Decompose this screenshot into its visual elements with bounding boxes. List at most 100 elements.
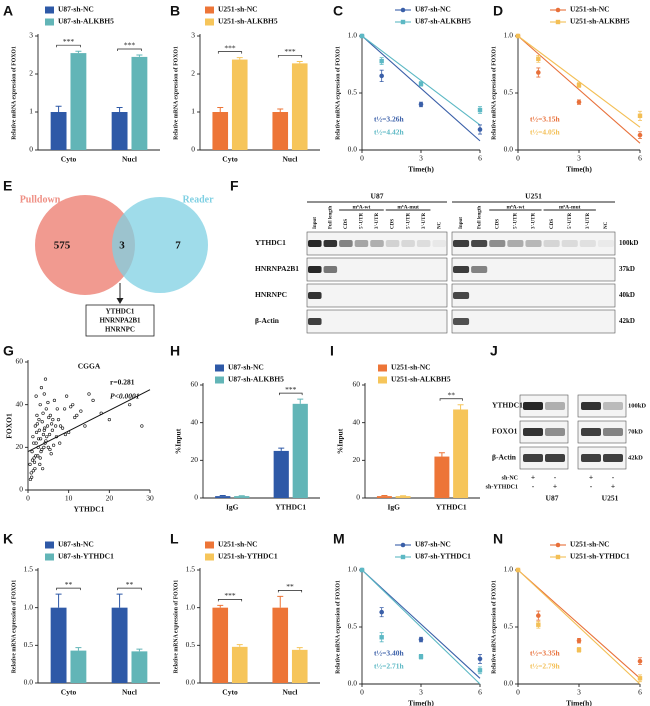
error-bar (296, 60, 303, 64)
band (603, 454, 623, 462)
y-tick-label: 3 (191, 31, 195, 40)
band (603, 428, 623, 436)
panel-label: G (3, 343, 14, 359)
panel-label: J (490, 343, 498, 359)
point (41, 432, 46, 437)
band (603, 402, 623, 410)
fit-line (517, 569, 641, 685)
point (79, 409, 83, 413)
y-tick-label: 0.5 (348, 622, 358, 631)
significance-label: ** (126, 580, 134, 589)
significance-bracket (277, 55, 303, 58)
y-tick-label: 1 (191, 107, 195, 116)
band (453, 318, 470, 325)
half-life: t½=2.71h (374, 662, 405, 671)
point (60, 426, 65, 430)
y-tick-label: 0.5 (504, 88, 514, 97)
legend-swatch (215, 376, 224, 384)
legend-swatch (205, 6, 214, 14)
error-bar (277, 108, 284, 112)
row-label: HNRNPA2B1 (255, 264, 299, 273)
x-tick-label: 0 (26, 494, 30, 503)
legend-swatch (378, 376, 387, 384)
x-tick-label: IgG (226, 503, 239, 512)
point (49, 422, 54, 426)
y-tick-label: 1.0 (348, 31, 358, 40)
x-tick-label: Nucl (283, 155, 298, 164)
point (32, 460, 37, 464)
x-axis-label: YTHDC1 (74, 505, 105, 514)
point (42, 392, 46, 396)
point (379, 609, 384, 615)
point (34, 394, 38, 398)
error-bar (136, 54, 143, 57)
venn-right-count: 7 (175, 240, 181, 252)
annotation: P<0.0001 (110, 392, 139, 401)
error-bar (116, 593, 123, 608)
point (477, 107, 483, 113)
legend-swatch (45, 553, 54, 561)
error-bar (457, 404, 464, 410)
legend-marker (555, 554, 561, 560)
error-bar (297, 398, 304, 404)
blot-panel (577, 394, 627, 418)
y-tick-label: 1.0 (24, 602, 34, 611)
point (42, 428, 46, 432)
legend-swatch (45, 541, 54, 549)
point (33, 424, 37, 428)
y-axis-label: Relative mRNA expression of FOXO1 (335, 46, 341, 140)
point (54, 424, 58, 428)
y-tick-label: 1.0 (504, 31, 514, 40)
panel-label: I (330, 343, 334, 359)
point (536, 622, 541, 627)
lane-group-label: m⁶A-mut (559, 204, 581, 210)
bar (291, 649, 308, 683)
significance-bracket (217, 599, 243, 602)
condition-mark: + (611, 482, 615, 491)
x-tick-label: 10 (65, 494, 73, 503)
y-tick-label: 0.0 (348, 679, 358, 688)
lane-label: 5'-UTR (406, 213, 411, 230)
panel-label: E (3, 178, 12, 194)
panel-label: K (3, 531, 13, 547)
error-bar (296, 647, 303, 650)
point (65, 394, 69, 398)
x-tick-label: 6 (638, 688, 642, 697)
point (39, 437, 43, 441)
x-axis-label: Time(h) (566, 699, 592, 706)
lane-label: NC (604, 221, 609, 229)
error-bar (75, 647, 82, 651)
point (107, 418, 111, 422)
fit-line (361, 569, 481, 679)
x-tick-label: 20 (106, 494, 114, 503)
bar (273, 450, 289, 498)
y-tick-label: 0 (194, 493, 198, 502)
point (62, 407, 67, 411)
point (359, 33, 365, 39)
blot-panel (451, 257, 616, 282)
point (515, 567, 521, 573)
bar (212, 607, 229, 683)
band (354, 240, 369, 247)
band (561, 240, 578, 247)
error-bar (236, 57, 243, 60)
point (418, 81, 424, 87)
condition-mark: - (590, 482, 593, 491)
point (637, 658, 643, 664)
significance-label: *** (63, 37, 75, 46)
annotation: r=0.281 (110, 378, 135, 387)
point (32, 441, 36, 445)
y-axis-label: Relative mRNA expression of FOXO1 (173, 46, 179, 140)
significance-label: ** (448, 390, 456, 399)
y-tick-label: 40 (191, 417, 199, 426)
x-tick-label: 0 (516, 154, 520, 163)
bar (234, 496, 250, 498)
point (29, 471, 33, 475)
y-tick-label: 60 (16, 357, 24, 366)
point (87, 392, 91, 396)
band (453, 240, 470, 247)
point (48, 413, 52, 417)
significance-bracket (439, 398, 463, 401)
x-tick-label: Cyto (61, 688, 77, 697)
panel-label: C (333, 3, 343, 19)
